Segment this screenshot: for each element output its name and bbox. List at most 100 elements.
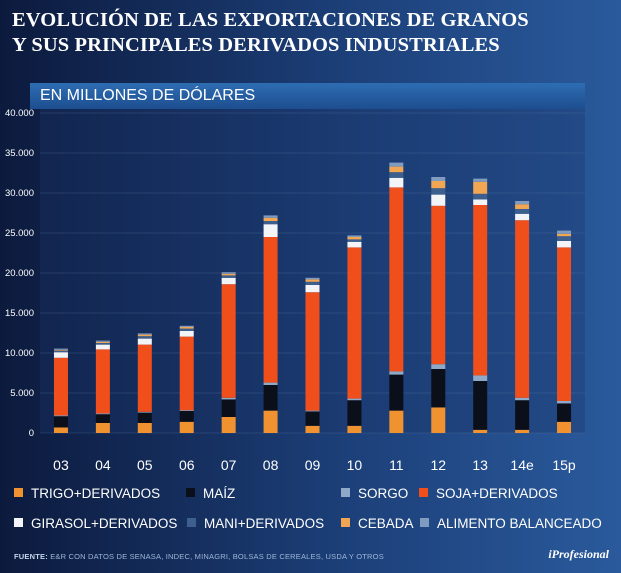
- y-tick-label: 0: [29, 428, 34, 439]
- x-tick-label: 12: [430, 457, 446, 473]
- legend-swatch: [14, 518, 23, 527]
- bar-segment: [305, 411, 320, 426]
- bar-segment: [431, 364, 446, 369]
- legend-swatch: [341, 518, 350, 527]
- bar-segment: [263, 224, 278, 237]
- bar-segment: [473, 181, 488, 194]
- bar-segment: [95, 343, 110, 345]
- bar-segment: [431, 369, 446, 408]
- bar-segment: [179, 331, 194, 337]
- bar-segment: [389, 166, 404, 173]
- bar-segment: [515, 400, 530, 430]
- units-banner: EN MILLONES DE DÓLARES: [30, 83, 585, 109]
- bar-segment: [557, 247, 572, 401]
- legend-label: MAÍZ: [203, 486, 236, 501]
- brand-logo: iProfesional: [548, 547, 609, 561]
- legend-item: TRIGO+DERIVADOS: [14, 486, 160, 502]
- y-tick-label: 10.000: [5, 348, 34, 359]
- bar-segment: [557, 236, 572, 241]
- bar-segment: [347, 400, 362, 426]
- bar-segment: [347, 425, 362, 433]
- bar-segment: [557, 233, 572, 237]
- y-tick-label: 5.000: [10, 388, 34, 399]
- legend-item: ALIMENTO BALANCEADO: [420, 516, 602, 532]
- bar-segment: [53, 416, 68, 428]
- bar-segment: [347, 239, 362, 242]
- y-tick-label: 25.000: [5, 228, 34, 239]
- bar-segment: [263, 217, 278, 221]
- bar-segment: [95, 414, 110, 423]
- bar-segment: [95, 344, 110, 350]
- bar-segment: [179, 411, 194, 422]
- bar-segment: [95, 413, 110, 415]
- bar-segment: [53, 415, 68, 417]
- bar-segment: [179, 410, 194, 411]
- bar-segment: [137, 344, 152, 412]
- bar-segment: [515, 397, 530, 401]
- source-note: FUENTE: E&R CON DATOS DE SENASA, INDEC, …: [14, 552, 384, 561]
- y-tick-label: 40.000: [5, 108, 34, 119]
- bar-segment: [221, 277, 236, 285]
- bar-segment: [347, 241, 362, 248]
- legend-swatch: [14, 488, 23, 497]
- bar-segment: [179, 327, 194, 329]
- title-line-2: Y SUS PRINCIPALES DERIVADOS INDUSTRIALES: [12, 34, 500, 56]
- bar-segment: [473, 429, 488, 433]
- bar-segment: [305, 285, 320, 293]
- x-tick-label: 09: [305, 457, 321, 473]
- bar-segment: [221, 399, 236, 417]
- legend-label: TRIGO+DERIVADOS: [31, 486, 161, 501]
- bar-segment: [221, 284, 236, 398]
- bar-segment: [305, 425, 320, 433]
- bar-segment: [179, 328, 194, 331]
- legend-item: GIRASOL+DERIVADOS: [14, 516, 177, 532]
- bar-segment: [137, 412, 152, 423]
- bar-segment: [305, 279, 320, 282]
- bar-segment: [263, 221, 278, 225]
- x-tick-label: 05: [137, 457, 153, 473]
- legend-swatch: [186, 488, 195, 497]
- bar-segment: [137, 423, 152, 433]
- legend-item: SORGO: [341, 486, 408, 502]
- x-tick-label: 07: [221, 457, 237, 473]
- bar-segment: [305, 292, 320, 411]
- bar-segment: [557, 241, 572, 248]
- bar-segment: [53, 357, 68, 416]
- bar-segment: [221, 275, 236, 278]
- bar-segment: [389, 172, 404, 178]
- legend-label: SORGO: [358, 486, 409, 501]
- bar-segment: [515, 201, 530, 205]
- bar-segment: [179, 421, 194, 433]
- bar-segment: [221, 273, 236, 276]
- bar-segment: [473, 205, 488, 376]
- bar-segment: [473, 199, 488, 205]
- bar-segment: [305, 281, 320, 285]
- legend-label: ALIMENTO BALANCEADO: [437, 516, 602, 531]
- bar-segment: [515, 204, 530, 209]
- bar-segment: [305, 410, 320, 412]
- bar-segment: [557, 401, 572, 404]
- bar-segment: [53, 352, 68, 358]
- bar-segment: [95, 340, 110, 342]
- bar-segment: [389, 374, 404, 411]
- legend-swatch: [420, 518, 429, 527]
- bar-segment: [473, 375, 488, 381]
- source-label: FUENTE:: [14, 552, 48, 561]
- x-tick-label: 13: [472, 457, 488, 473]
- bar-segment: [95, 349, 110, 414]
- bar-segment: [557, 230, 572, 234]
- x-tick-label: 15p: [552, 457, 576, 473]
- bar-segment: [263, 382, 278, 385]
- bar-segment: [515, 220, 530, 398]
- bar-segment: [473, 178, 488, 182]
- bar-segment: [515, 209, 530, 214]
- bar-segment: [137, 338, 152, 345]
- bar-segment: [53, 427, 68, 433]
- bar-segment: [389, 410, 404, 433]
- legend-item: SOJA+DERIVADOS: [419, 486, 558, 502]
- bar-segment: [473, 381, 488, 430]
- bar-segment: [263, 385, 278, 411]
- bar-segment: [263, 237, 278, 383]
- bar-segment: [389, 187, 404, 372]
